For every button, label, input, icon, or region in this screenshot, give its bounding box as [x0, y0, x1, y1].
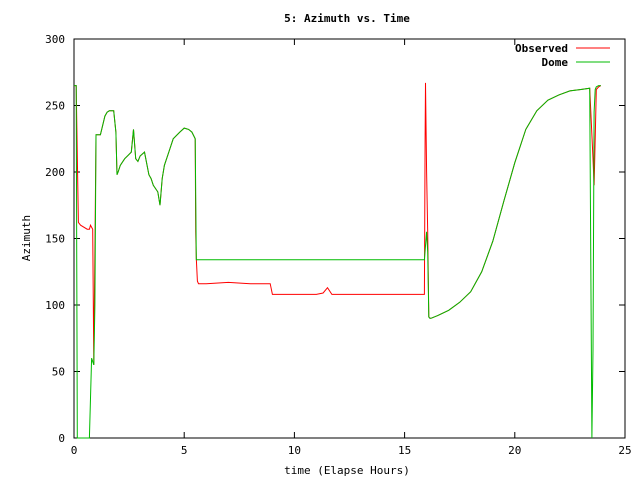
- y-tick-label: 300: [45, 33, 65, 46]
- x-axis: 0 5 10 15 20 25: [71, 39, 632, 457]
- legend-label-dome: Dome: [542, 56, 569, 69]
- series-layer: [74, 82, 602, 439]
- y-axis: 0 50 100 150 200 250 300: [45, 33, 625, 445]
- x-tick-label: 0: [71, 444, 78, 457]
- x-tick-label: 10: [288, 444, 301, 457]
- y-tick-label: 250: [45, 100, 65, 113]
- y-tick-label: 100: [45, 299, 65, 312]
- x-tick-label: 25: [618, 444, 631, 457]
- chart-title: 5: Azimuth vs. Time: [284, 12, 410, 25]
- y-tick-label: 150: [45, 233, 65, 246]
- x-tick-label: 15: [398, 444, 411, 457]
- legend-label-observed: Observed: [515, 42, 568, 55]
- y-tick-label: 200: [45, 166, 65, 179]
- x-tick-label: 5: [181, 444, 188, 457]
- y-tick-label: 50: [52, 366, 65, 379]
- y-axis-label: Azimuth: [20, 215, 33, 261]
- legend: Observed Dome: [515, 42, 610, 69]
- y-tick-label: 0: [58, 432, 65, 445]
- series-line-dome: [74, 85, 601, 439]
- x-axis-label: time (Elapse Hours): [284, 464, 410, 477]
- x-tick-label: 20: [508, 444, 521, 457]
